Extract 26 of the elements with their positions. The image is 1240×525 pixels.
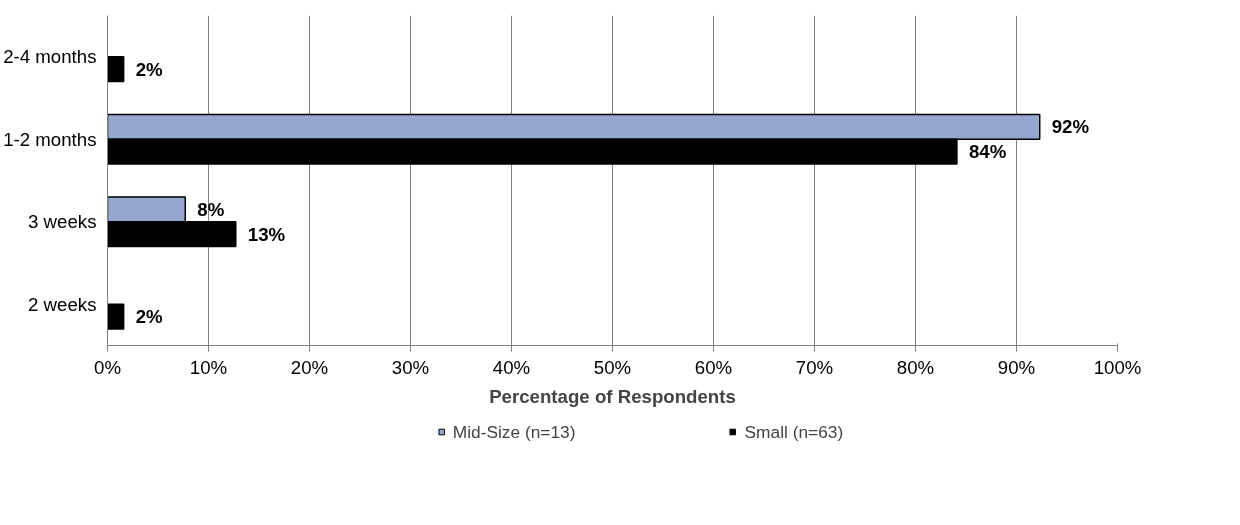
x-tick-label: 20%: [290, 356, 329, 378]
data-label: 13%: [247, 223, 286, 245]
y-tick-label: 1-2 months: [3, 128, 97, 150]
bar: [107, 56, 125, 83]
y-tick-label: 3 weeks: [28, 211, 97, 233]
x-tick-label: 100%: [1093, 356, 1142, 378]
x-tick-label: 10%: [189, 356, 228, 378]
data-label: 92%: [1051, 116, 1090, 138]
x-tick-label: 70%: [795, 356, 834, 378]
x-tick-label: 50%: [593, 356, 632, 378]
x-tick-label: 80%: [896, 356, 935, 378]
bar: [107, 303, 125, 330]
x-tick-label: 90%: [997, 356, 1036, 378]
y-tick-label: 2-4 months: [3, 46, 97, 68]
y-tick-label: 2 weeks: [28, 293, 97, 315]
data-label: 2%: [135, 306, 164, 328]
x-tick-label: 0%: [94, 356, 121, 378]
data-label: 8%: [197, 198, 225, 220]
legend-label: Mid-Size (n=13): [452, 421, 576, 442]
x-tick-label: 60%: [694, 356, 733, 378]
x-tick-label: 30%: [391, 356, 430, 378]
data-label: 2%: [135, 58, 164, 80]
x-axis-title: Percentage of Respondents: [489, 385, 736, 407]
data-label: 84%: [968, 141, 1007, 163]
x-tick-label: 40%: [492, 356, 531, 378]
legend-label: Small (n=63): [744, 421, 844, 442]
